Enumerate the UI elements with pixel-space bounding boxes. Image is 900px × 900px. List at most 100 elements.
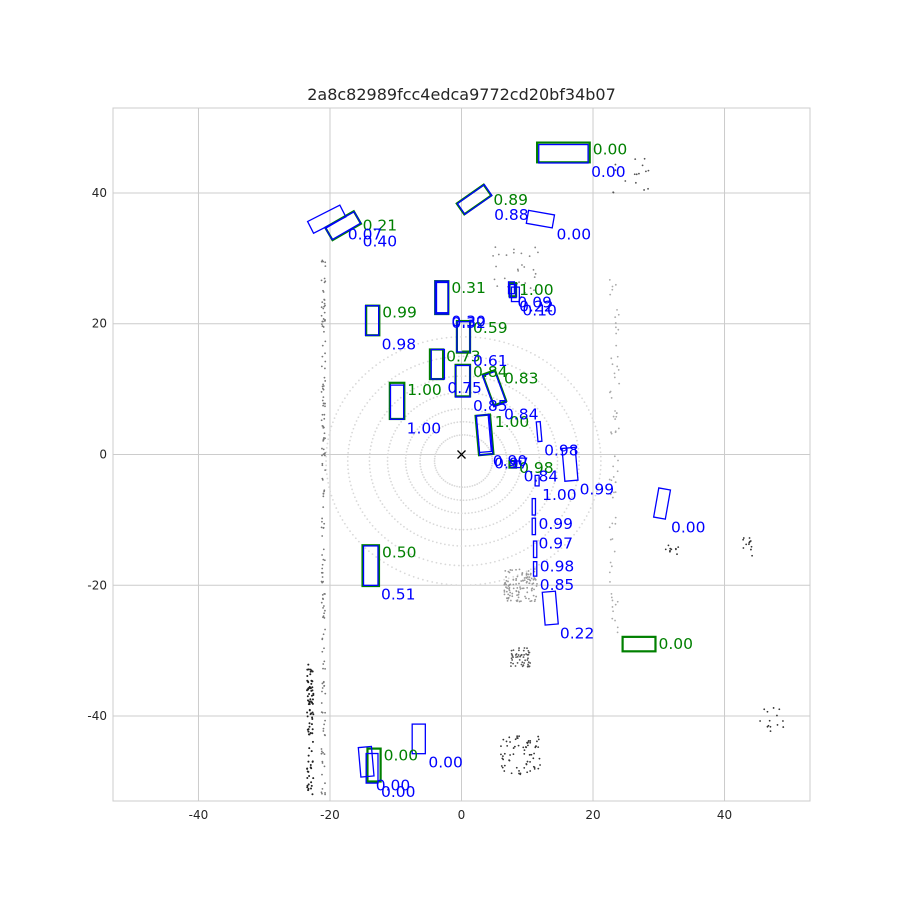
lidar-point — [596, 486, 599, 489]
lidar-point — [516, 478, 519, 481]
lidar-point — [520, 580, 523, 582]
prediction-score-label: 0.22 — [560, 625, 595, 643]
lidar-point — [324, 402, 326, 405]
lidar-point — [327, 481, 330, 484]
lidar-point — [324, 380, 327, 382]
lidar-point — [474, 392, 476, 395]
prediction-score-label: 0.40 — [363, 232, 398, 250]
lidar-point — [322, 260, 325, 263]
lidar-point — [357, 379, 360, 382]
lidar-point — [532, 594, 535, 597]
ground-truth-score-label: 0.73 — [446, 347, 481, 365]
lidar-point — [528, 399, 531, 402]
prediction-box — [364, 305, 380, 336]
lidar-point — [521, 587, 524, 590]
lidar-point — [614, 481, 617, 484]
lidar-point — [519, 772, 522, 775]
lidar-point — [518, 649, 520, 652]
lidar-point — [352, 492, 355, 495]
lidar-point — [321, 773, 323, 776]
lidar-point — [515, 439, 518, 441]
lidar-point — [532, 757, 535, 760]
lidar-point — [398, 496, 400, 499]
lidar-point — [464, 512, 467, 515]
lidar-point — [511, 595, 514, 598]
lidar-point — [359, 412, 362, 415]
lidar-point — [322, 425, 325, 428]
lidar-point — [321, 576, 324, 578]
lidar-point — [610, 432, 613, 435]
lidar-point — [518, 770, 520, 772]
lidar-point — [307, 754, 310, 757]
prediction-score-label: 0.98 — [382, 335, 417, 353]
lidar-point — [357, 416, 360, 419]
lidar-point — [531, 402, 534, 404]
lidar-point — [541, 413, 544, 416]
lidar-point — [450, 336, 453, 339]
lidar-point — [453, 564, 456, 567]
lidar-point — [611, 288, 614, 291]
lidar-point — [307, 728, 310, 731]
lidar-point — [503, 578, 505, 581]
lidar-point — [320, 601, 323, 604]
lidar-point — [516, 575, 519, 578]
lidar-point — [405, 469, 408, 472]
lidar-point — [533, 436, 536, 439]
lidar-point — [554, 478, 557, 481]
lidar-point — [321, 413, 324, 416]
lidar-point — [504, 423, 506, 426]
lidar-point — [567, 540, 569, 543]
lidar-point — [544, 386, 547, 388]
lidar-point — [553, 553, 556, 556]
lidar-point — [539, 509, 541, 512]
lidar-point — [419, 462, 422, 465]
lidar-point — [490, 467, 493, 469]
lidar-point — [391, 354, 393, 356]
lidar-point — [529, 760, 531, 763]
lidar-point — [320, 702, 323, 704]
lidar-point — [387, 467, 389, 469]
lidar-point — [448, 483, 451, 485]
lidar-point — [669, 549, 671, 552]
lidar-point — [311, 701, 314, 704]
lidar-point — [329, 490, 332, 493]
lidar-point — [483, 425, 486, 428]
lidar-point — [419, 516, 421, 519]
lidar-point — [529, 351, 532, 354]
lidar-point — [368, 467, 371, 470]
lidar-point — [324, 360, 327, 363]
lidar-point — [509, 754, 511, 756]
lidar-point — [484, 477, 487, 480]
lidar-point — [458, 486, 461, 488]
prediction-score-label: 0.00 — [557, 226, 592, 244]
lidar-point — [496, 398, 498, 401]
lidar-point — [406, 447, 409, 450]
ego-vehicle-marker — [457, 450, 466, 459]
lidar-point — [490, 489, 493, 492]
lidar-point — [412, 486, 415, 489]
lidar-point — [518, 658, 521, 661]
lidar-point — [763, 708, 766, 711]
lidar-point — [608, 571, 611, 574]
lidar-point — [348, 443, 351, 446]
lidar-point — [379, 361, 381, 364]
plot-frame — [112, 107, 811, 802]
lidar-point — [505, 516, 508, 519]
y-tick-label: -40 — [87, 709, 107, 723]
lidar-point — [624, 180, 627, 182]
lidar-point — [423, 443, 425, 446]
lidar-point — [505, 579, 508, 582]
lidar-point — [482, 479, 485, 481]
lidar-point — [388, 446, 390, 449]
lidar-point — [534, 515, 536, 518]
lidar-point — [322, 527, 325, 529]
lidar-point — [429, 398, 431, 401]
prediction-score-label: 0.75 — [447, 379, 482, 397]
lidar-point — [517, 596, 520, 599]
lidar-point — [322, 448, 325, 451]
lidar-point — [322, 680, 325, 683]
lidar-point — [466, 434, 469, 437]
lidar-point — [444, 563, 447, 566]
lidar-point — [530, 429, 533, 432]
lidar-point — [534, 578, 537, 581]
